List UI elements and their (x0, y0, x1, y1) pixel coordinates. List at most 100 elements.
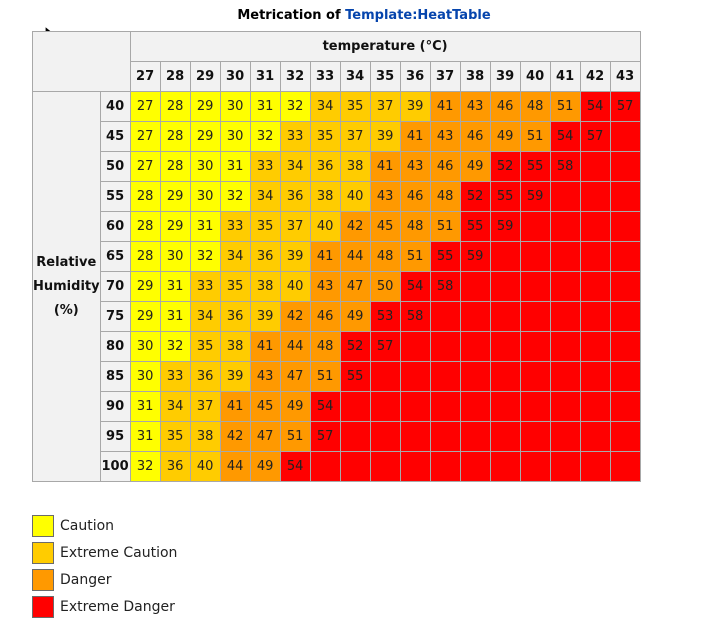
template-link[interactable]: Template:HeatTable (345, 8, 491, 23)
heat-index-cell: 36 (219, 301, 251, 332)
relative-humidity-label-line: Relative (36, 254, 97, 270)
heat-index-cell: 57 (369, 331, 401, 362)
temperature-header-cell: 28 (159, 61, 191, 92)
heat-index-cell (459, 451, 491, 482)
temperature-header-cell: 31 (249, 61, 281, 92)
heat-index-cell: 48 (519, 91, 551, 122)
heat-index-cell (459, 421, 491, 452)
heat-index-cell (609, 421, 641, 452)
humidity-header-cell: 60 (99, 211, 131, 242)
heat-index-cell: 39 (399, 91, 431, 122)
heat-index-cell (429, 451, 461, 482)
corner-cell (32, 31, 131, 92)
heat-index-cell (399, 391, 431, 422)
heat-index-cell: 48 (429, 181, 461, 212)
heat-index-cell: 35 (189, 331, 221, 362)
heat-index-cell (609, 391, 641, 422)
table-row: 100 32 36 40 44 49 54 (33, 451, 641, 482)
heat-index-cell: 36 (309, 151, 341, 182)
heat-index-cell (399, 361, 431, 392)
humidity-header-cell: 100 (99, 451, 131, 482)
humidity-header-cell: 95 (99, 421, 131, 452)
heat-index-cell: 48 (309, 331, 341, 362)
heat-index-cell: 42 (219, 421, 251, 452)
heat-index-cell (609, 121, 641, 152)
temperature-header-cell: 41 (549, 61, 581, 92)
heat-index-cell: 52 (489, 151, 521, 182)
legend-item: Danger (32, 566, 177, 593)
table-row: 70 29 31 33 35 38 40 43 47 50 54 58 (33, 271, 641, 302)
temperature-header-cell: 38 (459, 61, 491, 92)
heat-index-cell (339, 391, 371, 422)
table-row: 60 28 29 31 33 35 37 40 42 45 48 51 55 59 (33, 211, 641, 242)
heat-index-cell (489, 241, 521, 272)
heat-index-cell (549, 241, 581, 272)
heat-index-cell: 43 (399, 151, 431, 182)
heat-index-cell: 38 (249, 271, 281, 302)
heat-index-cell: 30 (219, 91, 251, 122)
temperature-header-cell: 39 (489, 61, 521, 92)
heat-index-cell: 37 (339, 121, 371, 152)
temperature-header-cell: 29 (189, 61, 221, 92)
heat-index-cell: 49 (279, 391, 311, 422)
heat-index-cell: 55 (459, 211, 491, 242)
heat-index-cell: 54 (399, 271, 431, 302)
heat-index-cell (519, 421, 551, 452)
heat-index-cell: 40 (339, 181, 371, 212)
heat-index-cell: 46 (399, 181, 431, 212)
heat-index-cell: 29 (189, 121, 221, 152)
heat-index-cell (519, 361, 551, 392)
heat-index-cell: 53 (369, 301, 401, 332)
heat-index-cell: 46 (309, 301, 341, 332)
heat-index-cell: 35 (309, 121, 341, 152)
heat-index-cell: 52 (459, 181, 491, 212)
heat-index-cell: 46 (459, 121, 491, 152)
heat-index-cell: 58 (429, 271, 461, 302)
heat-index-cell: 33 (189, 271, 221, 302)
heat-index-cell (519, 271, 551, 302)
legend: Caution Extreme Caution Danger Extreme Dang… (32, 512, 177, 620)
heat-index-cell (309, 451, 341, 482)
heat-index-cell: 31 (189, 211, 221, 242)
table-row: 55 28 29 30 32 34 36 38 40 43 46 48 52 55 59 (33, 181, 641, 212)
temperature-header-cell: 40 (519, 61, 551, 92)
temperature-row: 27 28 29 30 31 32 33 34 35 36 37 38 39 40 41 42 43 (33, 61, 641, 92)
heat-index-cell (489, 361, 521, 392)
heat-index-cell (609, 151, 641, 182)
heat-index-cell: 27 (129, 121, 161, 152)
heat-index-cell: 47 (249, 421, 281, 452)
heat-index-cell: 55 (489, 181, 521, 212)
heat-index-cell (609, 181, 641, 212)
heat-index-cell (549, 391, 581, 422)
heat-index-cell (609, 301, 641, 332)
heat-index-cell: 28 (159, 91, 191, 122)
heat-index-cell: 39 (369, 121, 401, 152)
heat-index-cell: 31 (129, 421, 161, 452)
heat-index-cell: 47 (339, 271, 371, 302)
heat-index-cell: 54 (309, 391, 341, 422)
heat-index-cell: 57 (309, 421, 341, 452)
heat-index-cell: 33 (219, 211, 251, 242)
temperature-header-cell: 30 (219, 61, 251, 92)
heat-index-cell: 29 (129, 271, 161, 302)
humidity-header-cell: 70 (99, 271, 131, 302)
table-row: 95 31 35 38 42 47 51 57 (33, 421, 641, 452)
heat-index-cell: 40 (279, 271, 311, 302)
heat-index-cell: 30 (189, 151, 221, 182)
heat-body: Relative Humidity (%) 40 27 28 29 30 31 32 34 35 37 3… (32, 91, 641, 482)
table-row: 50 27 28 30 31 33 34 36 38 41 43 46 49 52 55 58 (33, 151, 641, 182)
heat-index-cell: 46 (429, 151, 461, 182)
heat-index-cell (519, 451, 551, 482)
heat-index-cell (459, 301, 491, 332)
heat-index-cell: 28 (129, 211, 161, 242)
heat-index-cell: 45 (369, 211, 401, 242)
heat-index-cell: 55 (519, 151, 551, 182)
heat-index-cell: 34 (249, 181, 281, 212)
heat-index-cell: 38 (219, 331, 251, 362)
heat-index-cell (459, 391, 491, 422)
heat-index-cell: 43 (249, 361, 281, 392)
heat-index-cell (489, 331, 521, 362)
temperature-header-cell: 42 (579, 61, 611, 92)
legend-item: Caution (32, 512, 177, 539)
legend-label: Extreme Danger (60, 598, 175, 615)
